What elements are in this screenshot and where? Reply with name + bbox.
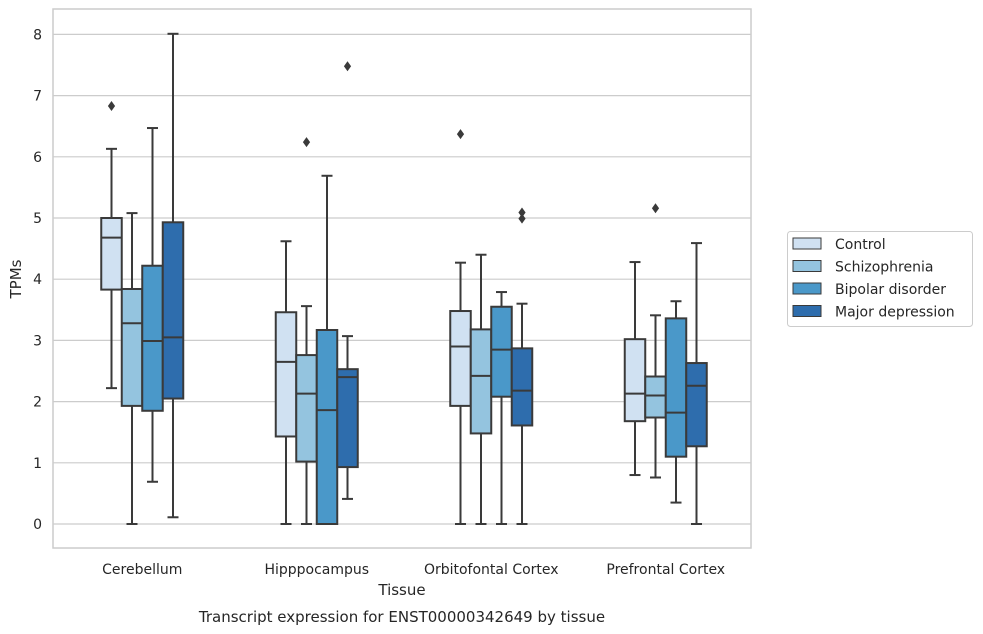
box-control: [623, 261, 647, 477]
legend-label: Bipolar disorder: [835, 282, 946, 298]
legend-item: Schizophrenia: [792, 260, 933, 276]
outlier-point: [107, 101, 116, 112]
x-tick-label: Prefrontal Cortex: [606, 562, 725, 578]
legend-item: Major depression: [792, 305, 955, 321]
legend-item: Bipolar disorder: [792, 282, 946, 298]
box-bipolar-disorder: [141, 127, 164, 483]
x-tick-label: Orbitofontal Cortex: [424, 562, 559, 578]
y-axis-title: TPMs: [7, 259, 25, 299]
outlier-point: [456, 129, 465, 140]
iqr-box: [120, 287, 144, 407]
box-control: [449, 129, 472, 525]
iqr-box: [161, 221, 185, 400]
y-tick-label: 0: [33, 517, 42, 533]
iqr-box: [100, 217, 123, 291]
box-control: [274, 240, 298, 525]
box-bipolar-disorder: [490, 291, 513, 525]
legend-items: Control Schizophrenia Bipolar disorder Majo…: [792, 237, 955, 321]
iqr-box: [510, 347, 534, 427]
outlier-point: [302, 137, 311, 148]
iqr-box: [623, 338, 647, 423]
y-tick-label: 4: [33, 272, 42, 288]
legend: Control Schizophrenia Bipolar disorder Majo…: [787, 231, 973, 327]
y-tick-label: 7: [33, 89, 42, 105]
box-groups: [100, 32, 708, 525]
plot-frame: [52, 8, 752, 549]
legend-item: Control: [792, 237, 886, 253]
iqr-box: [664, 317, 688, 458]
box-major-depression: [336, 61, 359, 500]
x-tick-label: Cerebellum: [102, 562, 182, 578]
iqr-box: [295, 354, 318, 463]
box-major-depression: [510, 207, 534, 525]
box-schizophrenia: [295, 137, 318, 525]
iqr-box: [315, 328, 339, 525]
legend-label: Schizophrenia: [835, 260, 933, 276]
box-schizophrenia: [120, 212, 144, 525]
legend-label: Control: [835, 237, 886, 253]
iqr-box: [336, 368, 359, 469]
outlier-point: [651, 203, 660, 214]
iqr-box: [644, 375, 667, 419]
legend-frame: [787, 231, 973, 327]
x-tick-label: Hipppocampus: [264, 562, 369, 578]
y-tick-label: 1: [33, 456, 42, 472]
legend-swatch: [792, 260, 822, 272]
y-tick-labels: 0 1 2 3 4 5 6 7 8: [33, 27, 42, 533]
iqr-box: [274, 311, 298, 438]
iqr-box: [141, 264, 164, 412]
y-tick-label: 8: [33, 27, 42, 43]
box-major-depression: [161, 32, 185, 519]
outlier-point: [343, 61, 352, 72]
y-tick-label: 5: [33, 211, 42, 227]
outlier-point: [518, 207, 526, 218]
x-tick-labels: Cerebellum Hipppocampus Orbitofontal Corte…: [102, 562, 725, 578]
x-axis-title: Tissue: [377, 581, 425, 599]
y-tick-label: 3: [33, 333, 42, 349]
y-tick-label: 6: [33, 150, 42, 166]
y-tick-label: 2: [33, 395, 42, 411]
legend-swatch: [792, 237, 822, 250]
legend-swatch: [792, 282, 822, 295]
box-bipolar-disorder: [664, 300, 688, 504]
legend-swatch: [792, 305, 822, 317]
outlier-point: [518, 213, 526, 224]
figure-caption: Transcript expression for ENST0000034264…: [198, 608, 605, 626]
iqr-box: [469, 328, 493, 435]
iqr-box: [685, 362, 708, 448]
box-control: [100, 101, 123, 390]
box-bipolar-disorder: [315, 174, 339, 525]
legend-label: Major depression: [835, 305, 955, 321]
box-major-depression: [685, 242, 708, 525]
iqr-box: [490, 305, 513, 398]
box-schizophrenia: [469, 253, 493, 525]
iqr-box: [449, 310, 472, 407]
